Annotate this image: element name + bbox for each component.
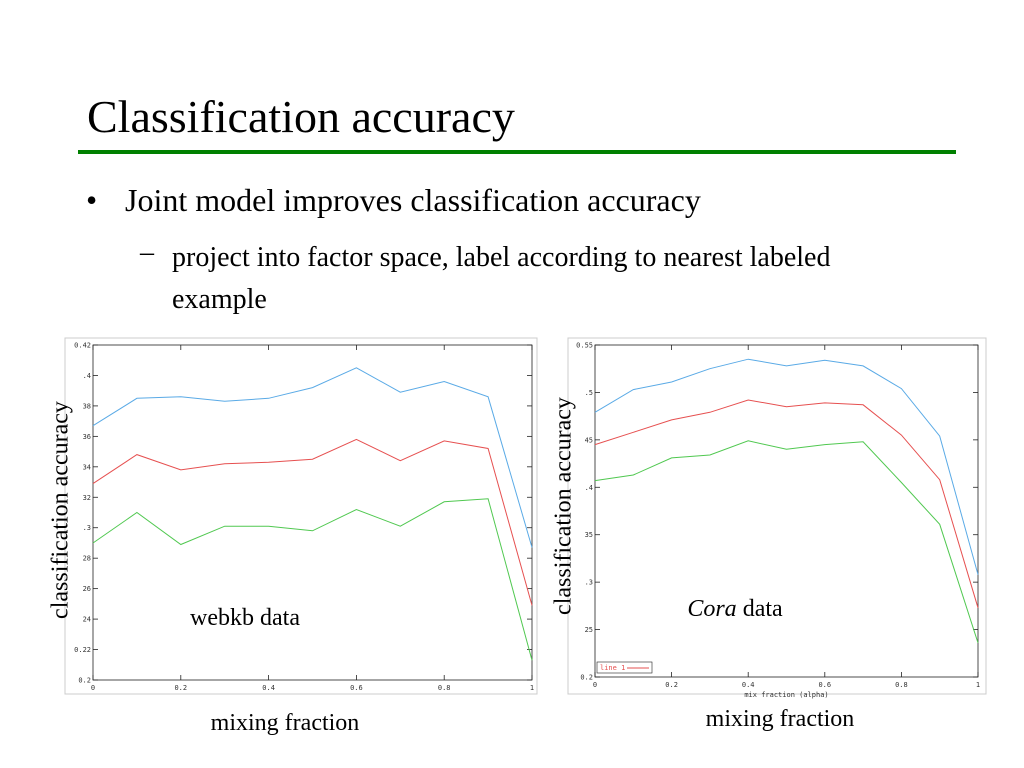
y-tick-label: .3 — [83, 524, 91, 532]
y-tick-label: 0.42 — [74, 342, 91, 350]
annotation-italic: Cora — [687, 596, 736, 622]
y-tick-label: 36 — [83, 433, 91, 441]
y-tick-label: 32 — [83, 494, 91, 502]
x-tick-label: 1 — [530, 684, 534, 692]
sub-bullet-text: project into factor space, label accordi… — [172, 242, 831, 315]
sub-bullet-mark: – — [140, 237, 154, 268]
data-line — [594, 399, 979, 608]
annotation: webkb data — [190, 605, 300, 631]
x-tick-label: 0.2 — [174, 684, 187, 692]
y-tick-label: .4 — [83, 372, 91, 380]
slide-title: Classification accuracy — [87, 91, 515, 142]
x-tick-label: 0.8 — [438, 684, 451, 692]
annotation-text: webkb data — [190, 605, 300, 631]
y-tick-label: .4 — [585, 484, 593, 492]
plot-area — [92, 344, 533, 681]
x-tick-label: 0.6 — [350, 684, 363, 692]
y-tick-label: 25 — [585, 626, 593, 634]
y-tick-label: 28 — [83, 555, 91, 563]
y-axis-label: classification accuracy — [48, 401, 74, 619]
y-tick-label: .5 — [585, 389, 593, 397]
x-tick-label: 0.4 — [262, 684, 275, 692]
y-tick-label: 26 — [83, 585, 91, 593]
y-tick-label: 0.2 — [78, 677, 91, 685]
y-tick-label: 0.2 — [580, 674, 593, 682]
bullet-text: Joint model improves classification accu… — [125, 182, 701, 218]
data-line — [92, 498, 533, 661]
inner-x-label: mix fraction (alpha) — [744, 691, 828, 699]
y-tick-label: .3 — [585, 579, 593, 587]
y-tick-label: 24 — [83, 616, 91, 624]
title-rule — [78, 150, 956, 154]
y-tick-label: 34 — [83, 463, 91, 471]
x-tick-label: 0.4 — [742, 681, 755, 689]
x-tick-label: 0.2 — [665, 681, 678, 689]
x-tick-label: 1 — [976, 681, 980, 689]
bullet-mark: • — [86, 182, 98, 218]
legend-label: line 1 — [600, 664, 625, 672]
legend-box — [596, 661, 653, 674]
y-tick-label: 0.22 — [74, 646, 91, 654]
x-tick-label: 0.6 — [818, 681, 831, 689]
data-line — [92, 367, 533, 548]
data-line — [594, 440, 979, 644]
y-tick-label: 35 — [585, 531, 593, 539]
x-axis-label: mixing fraction — [706, 706, 855, 732]
y-tick-label: 45 — [585, 436, 593, 444]
y-tick-label: 0.55 — [576, 342, 593, 350]
x-axis-label: mixing fraction — [211, 710, 360, 736]
x-tick-label: 0 — [91, 684, 95, 692]
y-axis-label: classification accuracy — [551, 397, 577, 615]
annotation: Cora data — [687, 596, 783, 622]
x-tick-label: 0.8 — [895, 681, 908, 689]
data-line — [92, 438, 533, 606]
y-tick-label: 38 — [83, 402, 91, 410]
data-line — [594, 358, 979, 575]
chart-frame — [64, 337, 538, 695]
x-tick-label: 0 — [593, 681, 597, 689]
chart-frame — [567, 337, 987, 695]
plot-area — [594, 344, 979, 678]
annotation-text: data — [743, 596, 783, 622]
